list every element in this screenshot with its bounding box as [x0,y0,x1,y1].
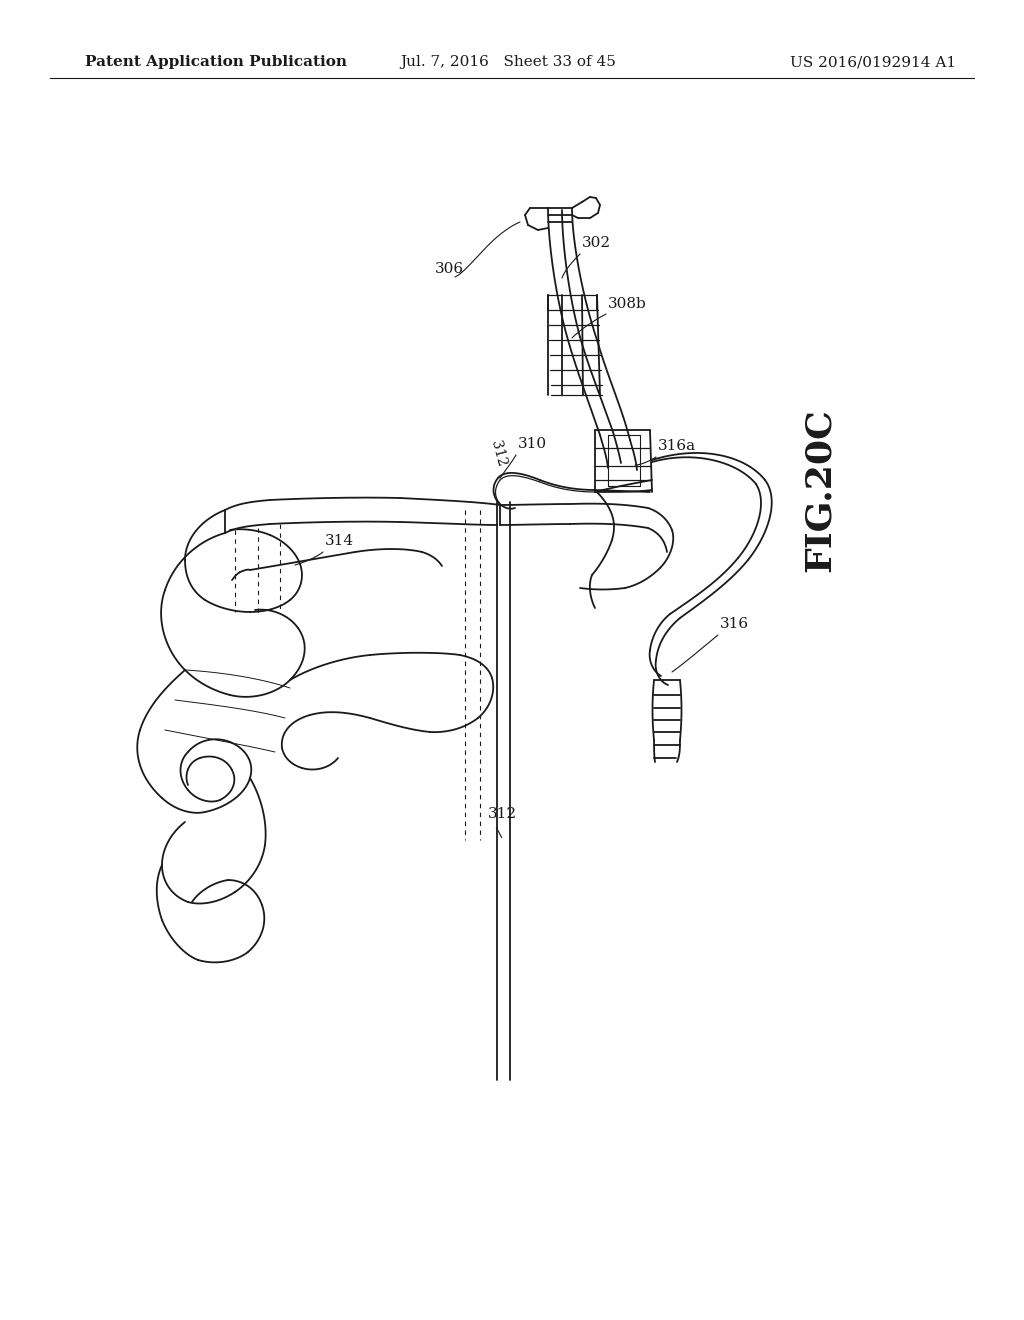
Text: FIG.20C: FIG.20C [803,408,837,572]
Text: 302: 302 [582,236,611,249]
Text: 308b: 308b [608,297,647,312]
Text: 316: 316 [720,616,750,631]
Text: 310: 310 [518,437,547,451]
Text: Patent Application Publication: Patent Application Publication [85,55,347,69]
Text: 314: 314 [325,535,354,548]
Text: Jul. 7, 2016   Sheet 33 of 45: Jul. 7, 2016 Sheet 33 of 45 [400,55,615,69]
Text: 312: 312 [488,807,517,821]
Text: US 2016/0192914 A1: US 2016/0192914 A1 [790,55,956,69]
Text: 316a: 316a [658,440,696,453]
Text: 306: 306 [435,261,464,276]
Text: 312: 312 [488,440,508,469]
